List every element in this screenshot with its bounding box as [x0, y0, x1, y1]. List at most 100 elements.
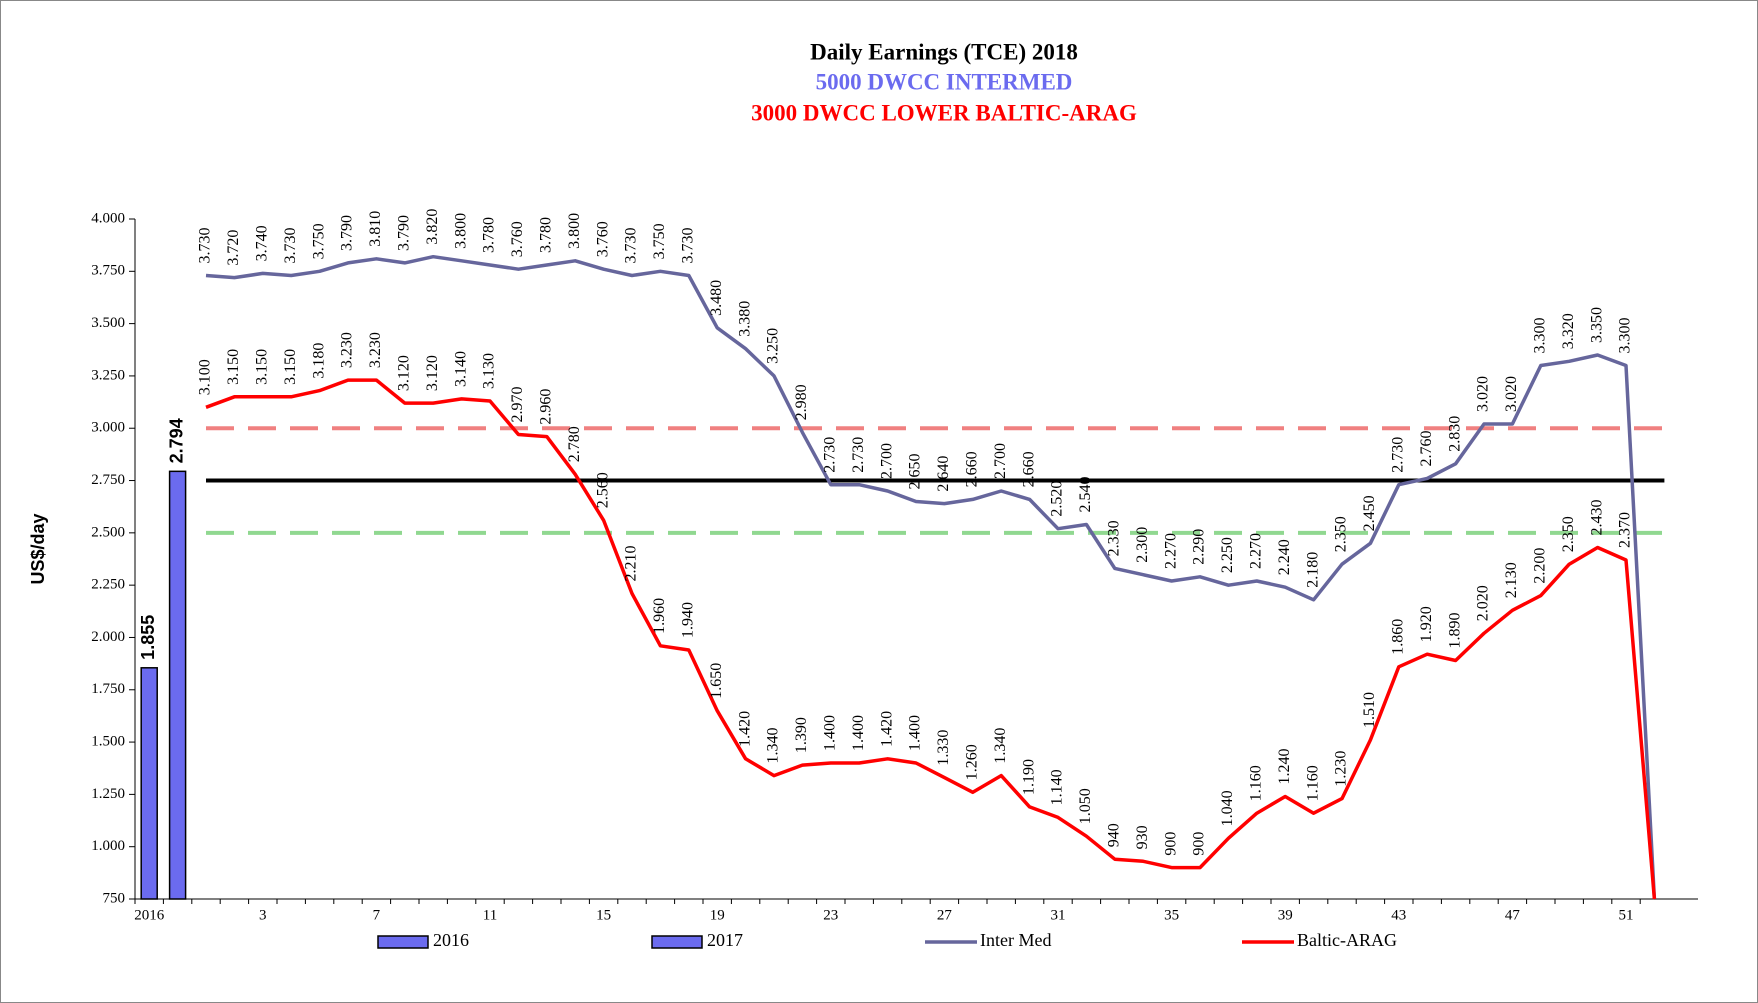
data-label: 3.730: [623, 227, 640, 263]
data-label: 2.520: [1049, 481, 1066, 517]
y-tick-label: 2.500: [91, 524, 125, 540]
data-label: 1.160: [1304, 765, 1321, 801]
data-label: 1.420: [736, 711, 753, 747]
data-label: 3.230: [367, 332, 384, 368]
data-label: 3.720: [225, 230, 242, 266]
data-label: 2.560: [594, 472, 611, 508]
data-label: 1.420: [878, 711, 895, 747]
data-label: 2.200: [1531, 548, 1548, 584]
data-label: 930: [1134, 825, 1151, 849]
data-label: 1.190: [1020, 759, 1037, 795]
data-label: 2.330: [1105, 520, 1122, 556]
y-tick-label: 1.500: [91, 734, 125, 750]
y-tick-label: 3.000: [91, 420, 125, 436]
x-tick-label: 7: [373, 907, 381, 923]
data-label: 1.510: [1361, 692, 1378, 728]
data-label: 3.250: [765, 328, 782, 364]
data-label: 3.790: [395, 215, 412, 251]
data-label: 1.230: [1333, 751, 1350, 787]
data-label: 2.640: [935, 456, 952, 492]
x-tick-label: 3: [259, 907, 267, 923]
data-label: 2.730: [1389, 437, 1406, 473]
x-tick-label: 19: [710, 907, 725, 923]
line: [205, 378, 1657, 900]
data-label: 2.250: [1219, 537, 1236, 573]
data-label: 2.350: [1333, 516, 1350, 552]
data-label: 2.730: [850, 437, 867, 473]
x-tick-label: 39: [1278, 907, 1293, 923]
data-label: 3.780: [481, 217, 498, 253]
data-label: 1.340: [992, 728, 1009, 764]
data-label: 3.740: [253, 225, 270, 261]
data-label: 2.430: [1588, 499, 1605, 535]
data-label: 940: [1105, 823, 1122, 847]
data-label: 2.350: [1560, 516, 1577, 552]
data-label: 3.020: [1475, 376, 1492, 412]
data-label: 2.370: [1617, 512, 1634, 548]
data-label: 2.240: [1276, 539, 1293, 575]
x-tick-label: 11: [483, 907, 497, 923]
data-label: 1.920: [1418, 606, 1435, 642]
y-tick-label: 3.750: [91, 263, 125, 279]
data-label: 1.400: [907, 715, 924, 751]
data-label: 1.400: [821, 715, 838, 751]
line: [205, 254, 1657, 900]
chart-subtitle: 5000 DWCC INTERMED: [816, 69, 1073, 94]
data-label: 2.830: [1446, 416, 1463, 452]
data-label: 2.020: [1475, 585, 1492, 621]
data-label: 2.700: [878, 443, 895, 479]
x-tick-label: 47: [1505, 907, 1521, 923]
data-label: 2.980: [793, 384, 810, 420]
x-tick-label: 51: [1619, 907, 1634, 923]
data-label: 3.150: [225, 349, 242, 385]
y-tick-label: 1.000: [91, 838, 125, 854]
data-label: 3.800: [452, 213, 469, 249]
y-tick-label: 3.250: [91, 367, 125, 383]
data-label: 2.300: [1134, 527, 1151, 563]
data-label: 3.350: [1588, 307, 1605, 343]
chart-title: Daily Earnings (TCE) 2018: [810, 39, 1078, 64]
x-tick-label: 31: [1051, 907, 1066, 923]
y-tick-label: 3.500: [91, 315, 125, 331]
data-label: 2.130: [1503, 562, 1520, 598]
y-tick-label: 750: [103, 890, 126, 906]
data-label: 3.790: [339, 215, 356, 251]
x-tick-label: 27: [937, 907, 953, 923]
data-label: 3.300: [1617, 317, 1634, 353]
data-label: 2.960: [537, 389, 554, 425]
data-label: 1.050: [1077, 788, 1094, 824]
data-label: 900: [1191, 832, 1208, 856]
data-label: 2.210: [623, 546, 640, 582]
data-label: 2.660: [1020, 451, 1037, 487]
data-label: 3.180: [310, 343, 327, 379]
data-label: 2.970: [509, 387, 526, 423]
data-label: 3.140: [452, 351, 469, 387]
data-label: 1.390: [793, 717, 810, 753]
data-label: 1.240: [1276, 748, 1293, 784]
data-label: 2.270: [1247, 533, 1264, 569]
y-tick-label: 1.750: [91, 681, 125, 697]
chart-subtitle: 3000 DWCC LOWER BALTIC-ARAG: [751, 100, 1137, 125]
data-label: 2.780: [566, 426, 583, 462]
x-tick-label: 35: [1164, 907, 1179, 923]
data-label: 1.340: [765, 728, 782, 764]
data-label: 1.890: [1446, 612, 1463, 648]
y-tick-label: 2.250: [91, 577, 125, 593]
data-label: 2.450: [1361, 495, 1378, 531]
data-label: 1.040: [1219, 790, 1236, 826]
data-label: 3.730: [197, 227, 214, 263]
data-label: 2.290: [1191, 529, 1208, 565]
data-label: 3.780: [537, 217, 554, 253]
x-tick-label: 43: [1391, 907, 1406, 923]
y-tick-label: 2.000: [91, 629, 125, 645]
y-axis-label: US$/day: [28, 513, 48, 584]
data-label: 3.380: [736, 301, 753, 337]
data-label: 2.730: [821, 437, 838, 473]
data-label: 3.730: [679, 227, 696, 263]
data-label: 3.100: [197, 359, 214, 395]
data-label: 2.794: [166, 418, 186, 463]
data-label: 3.150: [253, 349, 270, 385]
data-label: 1.160: [1247, 765, 1264, 801]
data-label: 2.180: [1304, 552, 1321, 588]
